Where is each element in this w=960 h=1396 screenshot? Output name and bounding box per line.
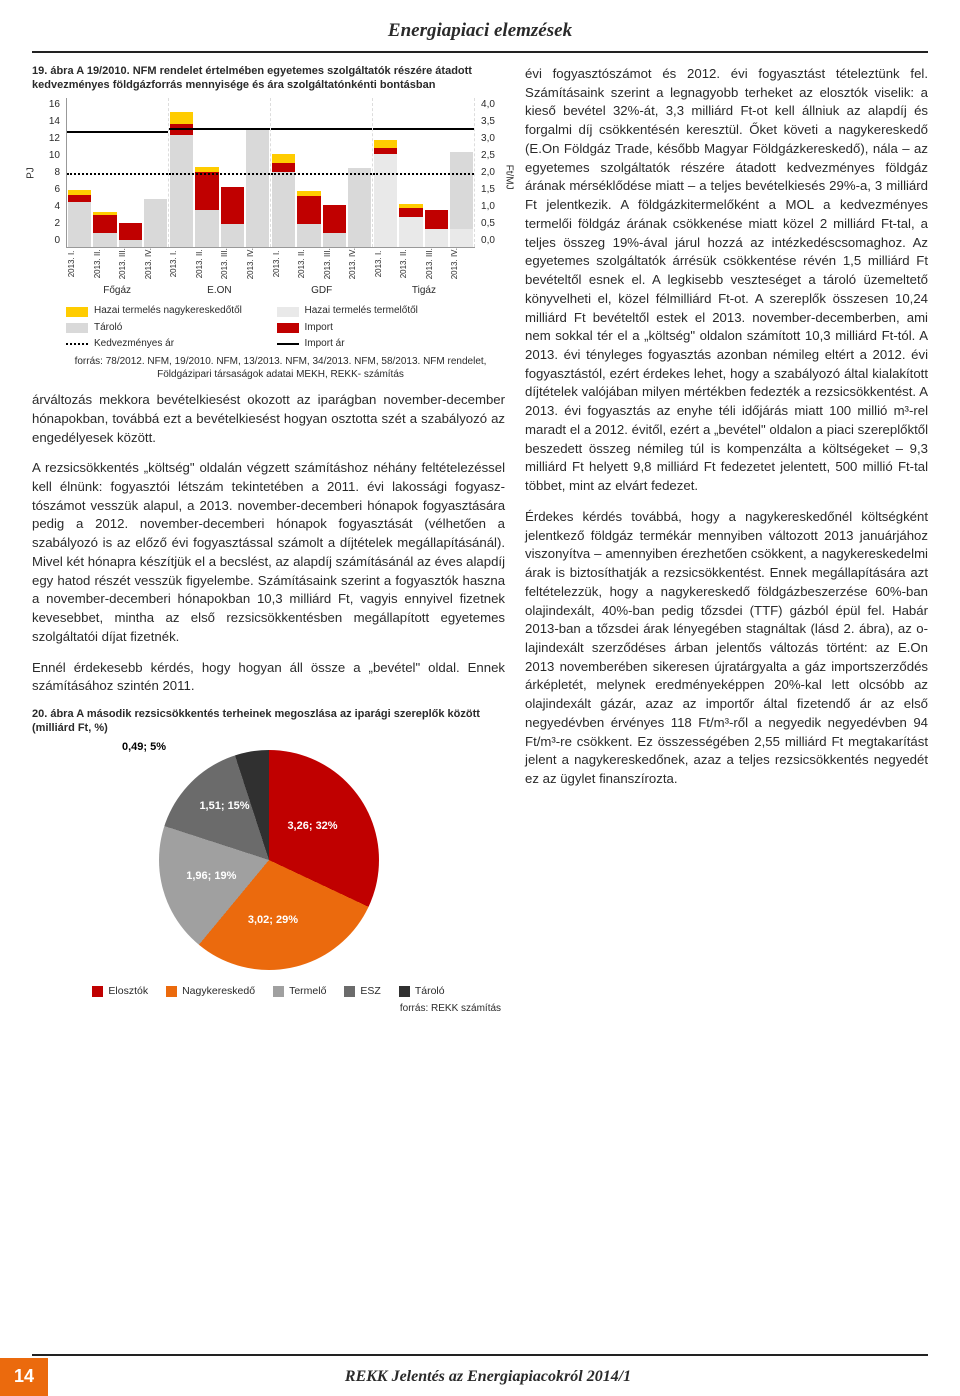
left-para-3: Ennél érdekesebb kérdés, hogy hogyan áll…	[32, 659, 505, 696]
fig2-caption: 20. ábra A második rezsicsökkentés terhe…	[32, 708, 505, 736]
fig1-caption: 19. ábra A 19/2010. NFM rendelet értelmé…	[32, 65, 505, 93]
fig1-source: forrás: 78/2012. NFM, 19/2010. NFM, 13/2…	[32, 351, 505, 391]
pie-label-nagyker: 3,02; 29%	[248, 913, 298, 929]
left-para-1: árváltozás mekkora bevételkiesést okozot…	[32, 391, 505, 447]
left-para-2: A rezsicsökkentés „költség" oldalán végz…	[32, 459, 505, 646]
pie-label-termelo: 1,96; 19%	[186, 869, 236, 885]
footer-title: REKK Jelentés az Energiapiacokról 2014/1	[48, 1366, 928, 1389]
right-para-2: Érdekes kérdés továbbá, hogy a nagykeres…	[525, 508, 928, 789]
page-number: 14	[0, 1358, 48, 1396]
fig2-source: forrás: REKK számítás	[32, 1002, 505, 1016]
pie-label-elosztok: 3,26; 32%	[287, 819, 337, 835]
fig1-ylab-left: PJ	[25, 168, 39, 180]
pie-label-tarolo: 0,49; 5%	[122, 740, 166, 756]
fig2-pie: 3,26; 32% 3,02; 29% 1,96; 19% 1,51; 15%	[159, 750, 379, 970]
page-header: Energiapiaci elemzések	[32, 18, 928, 53]
right-para-1: évi fogyasztószámot és 2012. évi fo­gyas…	[525, 65, 928, 496]
fig1-chart: PJ Ft/MJ 1614121086420 4,03,53,02,52,01,…	[32, 98, 505, 298]
pie-label-esz: 1,51; 15%	[199, 799, 249, 815]
